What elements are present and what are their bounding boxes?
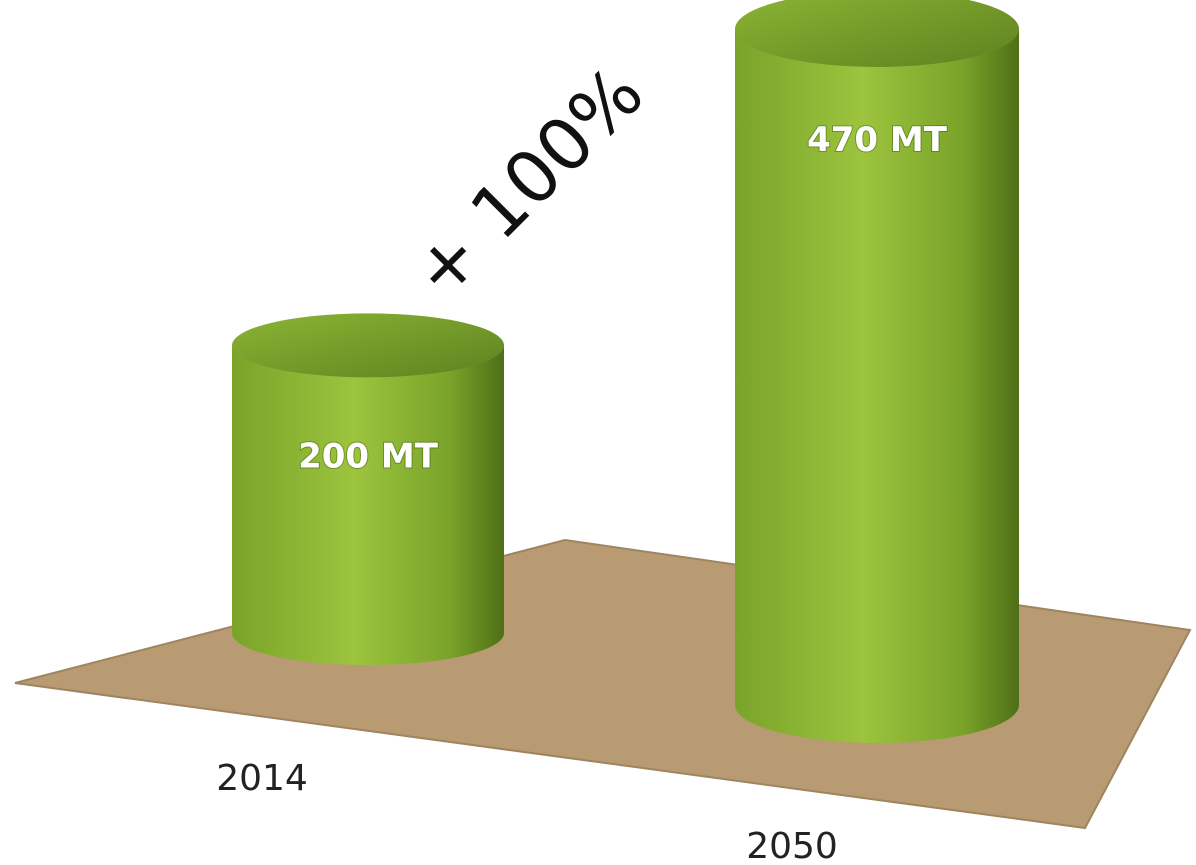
bar-2050-top — [735, 0, 1019, 67]
category-label-2050: 2050 — [746, 826, 838, 865]
bar-2014-value-label: 200 MT — [298, 436, 439, 476]
growth-annotation: + 100% — [395, 50, 659, 314]
bar-2050-value-label: 470 MT — [807, 120, 948, 160]
category-label-2014: 2014 — [216, 758, 308, 799]
bar-2014: 200 MT — [232, 313, 504, 665]
bar-2014-top — [232, 313, 504, 378]
bar-2050: 470 MT — [735, 0, 1019, 743]
bar-2014-body — [232, 345, 504, 665]
bar-2050-body — [735, 29, 1019, 743]
